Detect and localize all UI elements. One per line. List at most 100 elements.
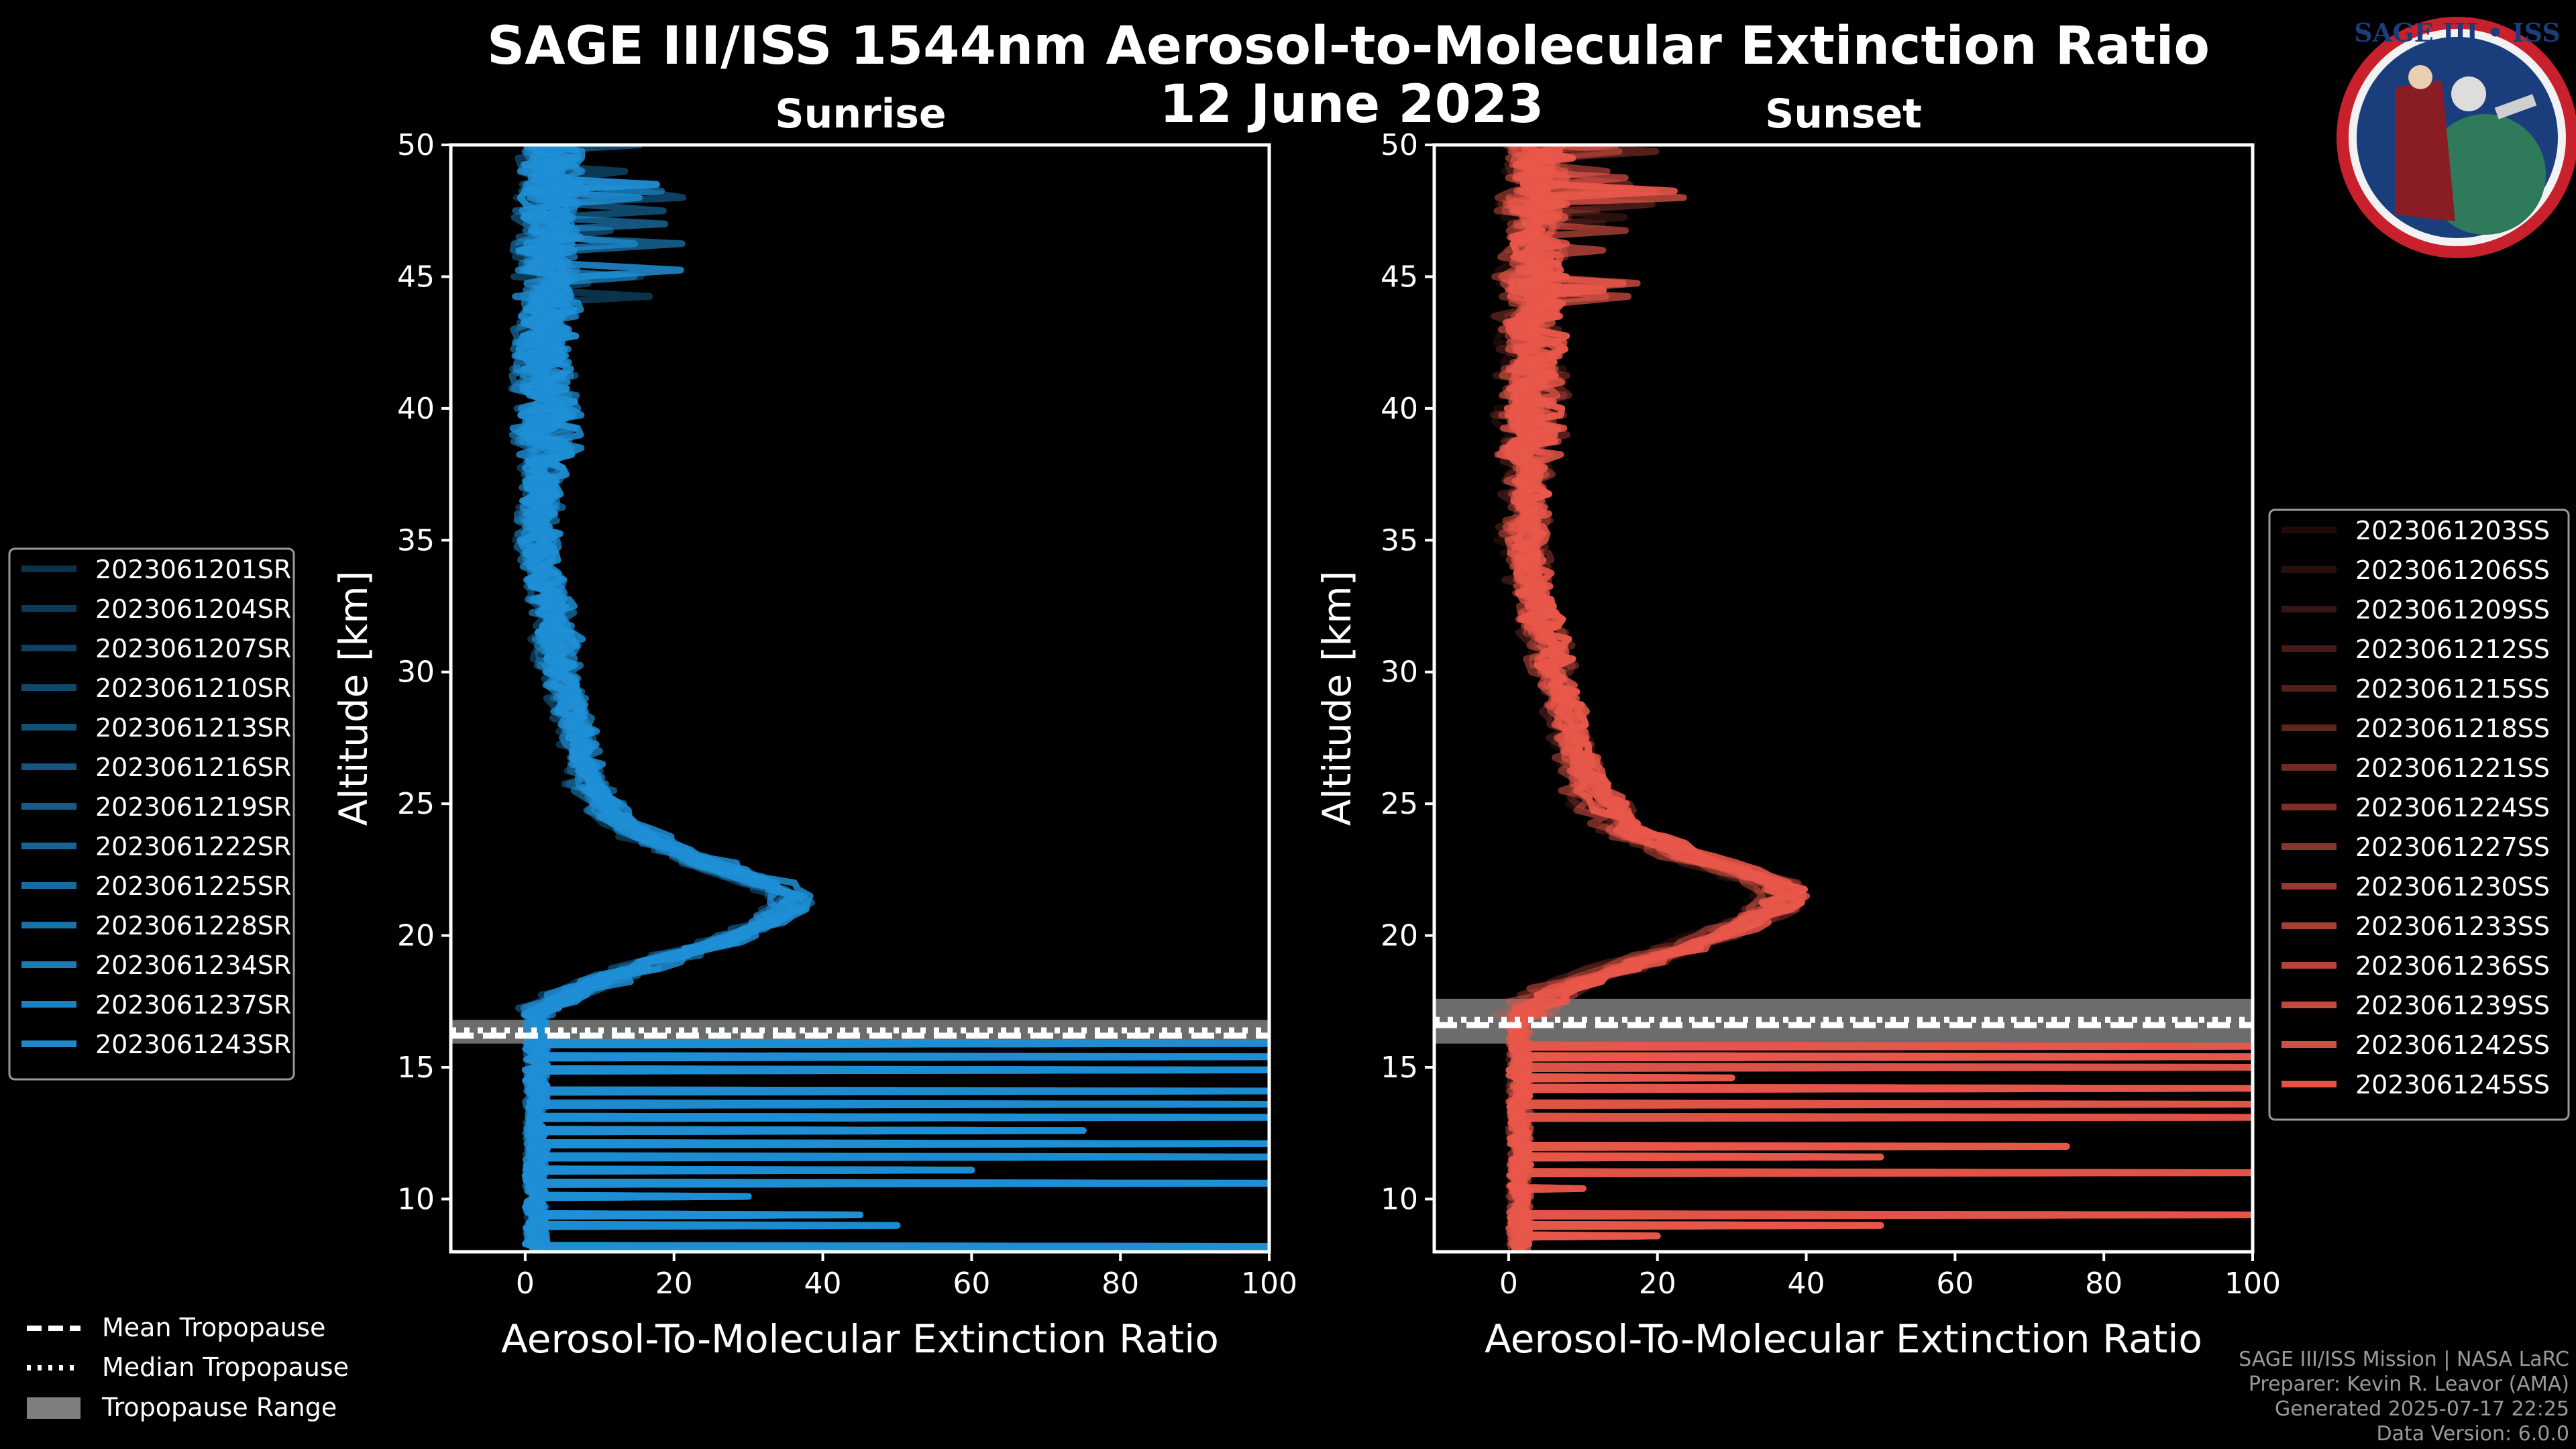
legend-label: 2023061228SR (95, 911, 291, 941)
footer-line-version: Data Version: 6.0.0 (2377, 1422, 2569, 1446)
legend-label: 2023061207SR (95, 634, 291, 663)
y-axis-label: Altitude [km] (331, 571, 376, 826)
plot-area (1434, 145, 2253, 1252)
y-tick-label: 40 (1381, 392, 1418, 426)
legend-label: 2023061239SS (2355, 991, 2550, 1020)
footer-line-preparer: Preparer: Kevin R. Leavor (AMA) (2249, 1373, 2569, 1396)
series-line-2023061225SR (513, 145, 1269, 1252)
y-tick-label: 30 (1381, 655, 1418, 690)
series-line-2023061201SR (512, 145, 1269, 1252)
panel-title: Sunset (1765, 91, 1922, 138)
legend-label: 2023061245SS (2355, 1070, 2550, 1099)
x-tick-label: 80 (2085, 1267, 2123, 1301)
y-tick-label: 35 (397, 523, 435, 557)
logo-earth-icon (2425, 114, 2546, 235)
logo-iss-icon (2494, 94, 2537, 119)
legend-label: 2023061225SR (95, 871, 291, 901)
series-line-2023061215SS (1505, 145, 2253, 1252)
tropopause-range-label: Tropopause Range (101, 1393, 337, 1422)
median-tropopause-label: Median Tropopause (102, 1352, 349, 1382)
sunrise-legend: 2023061201SR 2023061204SR 2023061207SR 2023… (8, 547, 295, 1081)
legend-label: 2023061216SR (95, 753, 291, 782)
y-axis-label: Altitude [km] (1314, 571, 1360, 826)
y-tick-label: 30 (397, 655, 435, 690)
logo-figure-head-icon (2408, 65, 2432, 89)
tropopause-legend: Mean Tropopause Median Tropopause Tropop… (27, 1313, 349, 1422)
x-tick-label: 40 (1788, 1267, 1825, 1301)
y-tick-label: 15 (1381, 1051, 1418, 1085)
series-line-2023061233SS (1496, 145, 2070, 1252)
series-line-2023061206SS (1501, 145, 2253, 1252)
legend-label: 2023061237SR (95, 990, 291, 1020)
legend-label: 2023061209SS (2355, 595, 2550, 625)
series-line-2023061224SS (1498, 145, 2253, 1252)
footer-line-generated: Generated 2025-07-17 22:25 (2275, 1397, 2569, 1421)
series-line-2023061210SR (513, 145, 1269, 1252)
legend-label: 2023061212SS (2355, 635, 2550, 664)
x-tick-label: 0 (1499, 1267, 1518, 1301)
x-tick-label: 20 (655, 1267, 693, 1301)
legend-label: 2023061206SS (2355, 555, 2550, 585)
legend-label: 2023061210SR (95, 674, 291, 703)
series-line-2023061204SR (510, 145, 1269, 1252)
legend-label: 2023061233SS (2355, 912, 2550, 941)
x-tick-label: 20 (1639, 1267, 1676, 1301)
series-line-2023061207SR (508, 145, 1269, 1252)
y-tick-label: 45 (1381, 260, 1418, 294)
footer-line-mission: SAGE III/ISS Mission | NASA LaRC (2239, 1348, 2569, 1371)
series-line-2023061242SS (1503, 145, 2253, 1251)
legend-label: 2023061218SS (2355, 714, 2550, 743)
x-tick-label: 100 (1241, 1267, 1297, 1301)
legend-label: 2023061230SS (2355, 872, 2550, 902)
figure-date: 12 June 2023 (1160, 74, 1544, 135)
series-line-2023061213SR (508, 145, 1269, 1252)
legend-label: 2023061243SR (95, 1030, 291, 1059)
legend-label: 2023061201SR (95, 555, 291, 584)
legend-label: 2023061236SS (2355, 951, 2550, 981)
series-line-2023061245SS (1503, 145, 2253, 1252)
legend-frame (8, 547, 295, 1081)
x-tick-label: 100 (2224, 1267, 2281, 1301)
sunrise-panel: 0 20 40 60 80 100 10 15 20 25 30 35 40 45 50 Sunrise Aer… (331, 91, 1297, 1362)
y-tick-label: 35 (1381, 523, 1418, 557)
y-tick-label: 50 (1381, 128, 1418, 162)
x-axis-label: Aerosol-To-Molecular Extinction Ratio (501, 1316, 1219, 1362)
legend-label: 2023061203SS (2355, 516, 2550, 545)
x-tick-label: 80 (1102, 1267, 1139, 1301)
x-tick-label: 60 (1936, 1267, 1974, 1301)
legend-label: 2023061219SR (95, 792, 291, 822)
legend-label: 2023061227SS (2355, 833, 2550, 862)
x-tick-label: 0 (516, 1267, 535, 1301)
y-tick-label: 40 (397, 392, 435, 426)
x-tick-label: 40 (804, 1267, 842, 1301)
series-line-2023061237SR (517, 145, 1269, 1252)
sage-iii-iss-logo: SAGE III • ISS (2337, 17, 2576, 258)
y-tick-label: 10 (1381, 1182, 1418, 1216)
axes-frame (449, 143, 1271, 1254)
sunset-legend: 2023061203SS 2023061206SS 2023061209SS 2023… (2268, 508, 2570, 1121)
series-line-2023061203SS (1489, 145, 2253, 1252)
legend-label: 2023061224SS (2355, 793, 2550, 822)
y-tick-label: 20 (397, 919, 435, 953)
logo-moon-icon (2451, 76, 2486, 111)
series-line-2023061219SR (508, 145, 1269, 1252)
axes-frame (1432, 143, 2255, 1254)
y-tick-label: 15 (397, 1051, 435, 1085)
series-line-2023061243SR (515, 145, 1269, 1252)
series-line-2023061216SR (518, 145, 1269, 1252)
series-line-2023061221SS (1491, 145, 2070, 1250)
series-line-2023061234SR (522, 145, 1269, 1252)
legend-label: 2023061222SR (95, 832, 291, 861)
mean-tropopause-label: Mean Tropopause (102, 1313, 325, 1342)
x-axis-label: Aerosol-To-Molecular Extinction Ratio (1485, 1316, 2202, 1362)
panel-title: Sunrise (775, 91, 946, 138)
legend-label: 2023061213SR (95, 713, 291, 743)
series-line-2023061239SS (1507, 145, 2253, 1252)
legend-label: 2023061215SS (2355, 674, 2550, 704)
legend-label: 2023061221SS (2355, 753, 2550, 783)
y-tick-label: 20 (1381, 919, 1418, 953)
x-tick-label: 60 (953, 1267, 990, 1301)
series-line-2023061230SS (1499, 145, 2253, 1252)
figure-title: SAGE III/ISS 1544nm Aerosol-to-Molecular… (487, 16, 2210, 76)
